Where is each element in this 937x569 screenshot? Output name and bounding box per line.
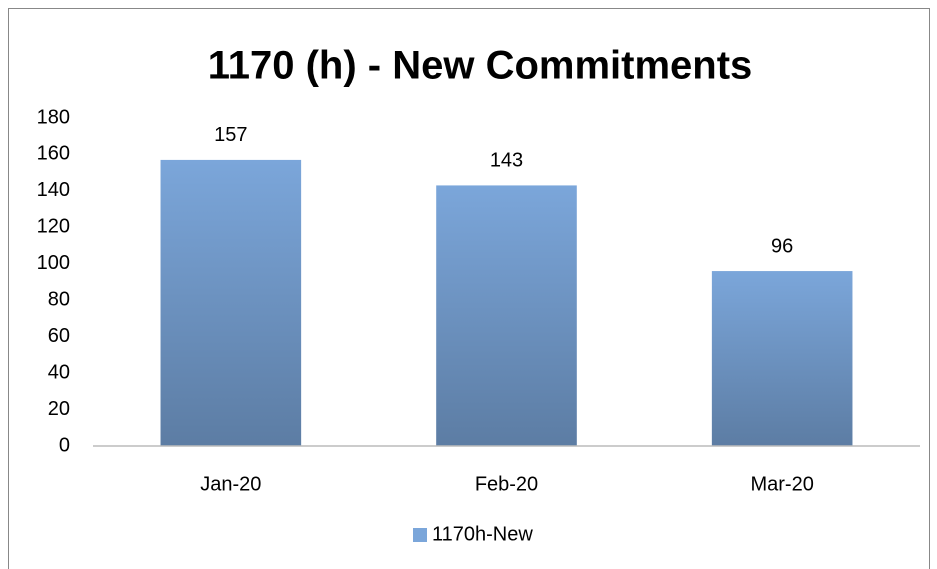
bar (711, 271, 853, 446)
y-tick-label: 120 (37, 216, 70, 238)
y-tick-label: 80 (48, 289, 70, 311)
y-tick-label: 100 (37, 252, 70, 274)
chart-title: 1170 (h) - New Commitments (208, 44, 753, 88)
y-tick-label: 60 (48, 325, 70, 347)
x-tick-label: Jan-20 (200, 473, 261, 495)
bar (160, 159, 302, 446)
y-tick-label: 0 (59, 434, 70, 456)
y-tick-label: 160 (37, 143, 70, 165)
y-tick-label: 180 (37, 106, 70, 128)
x-tick-label: Feb-20 (475, 473, 538, 495)
y-tick-label: 20 (48, 398, 70, 420)
legend-label: 1170h-New (432, 523, 533, 545)
x-tick-label: Mar-20 (750, 473, 813, 495)
y-tick-label: 140 (37, 179, 70, 201)
data-label: 157 (214, 124, 247, 146)
data-label: 96 (771, 235, 793, 257)
bar (436, 185, 577, 446)
data-label: 143 (490, 150, 523, 172)
legend-swatch (413, 528, 427, 542)
y-tick-label: 40 (48, 361, 70, 383)
